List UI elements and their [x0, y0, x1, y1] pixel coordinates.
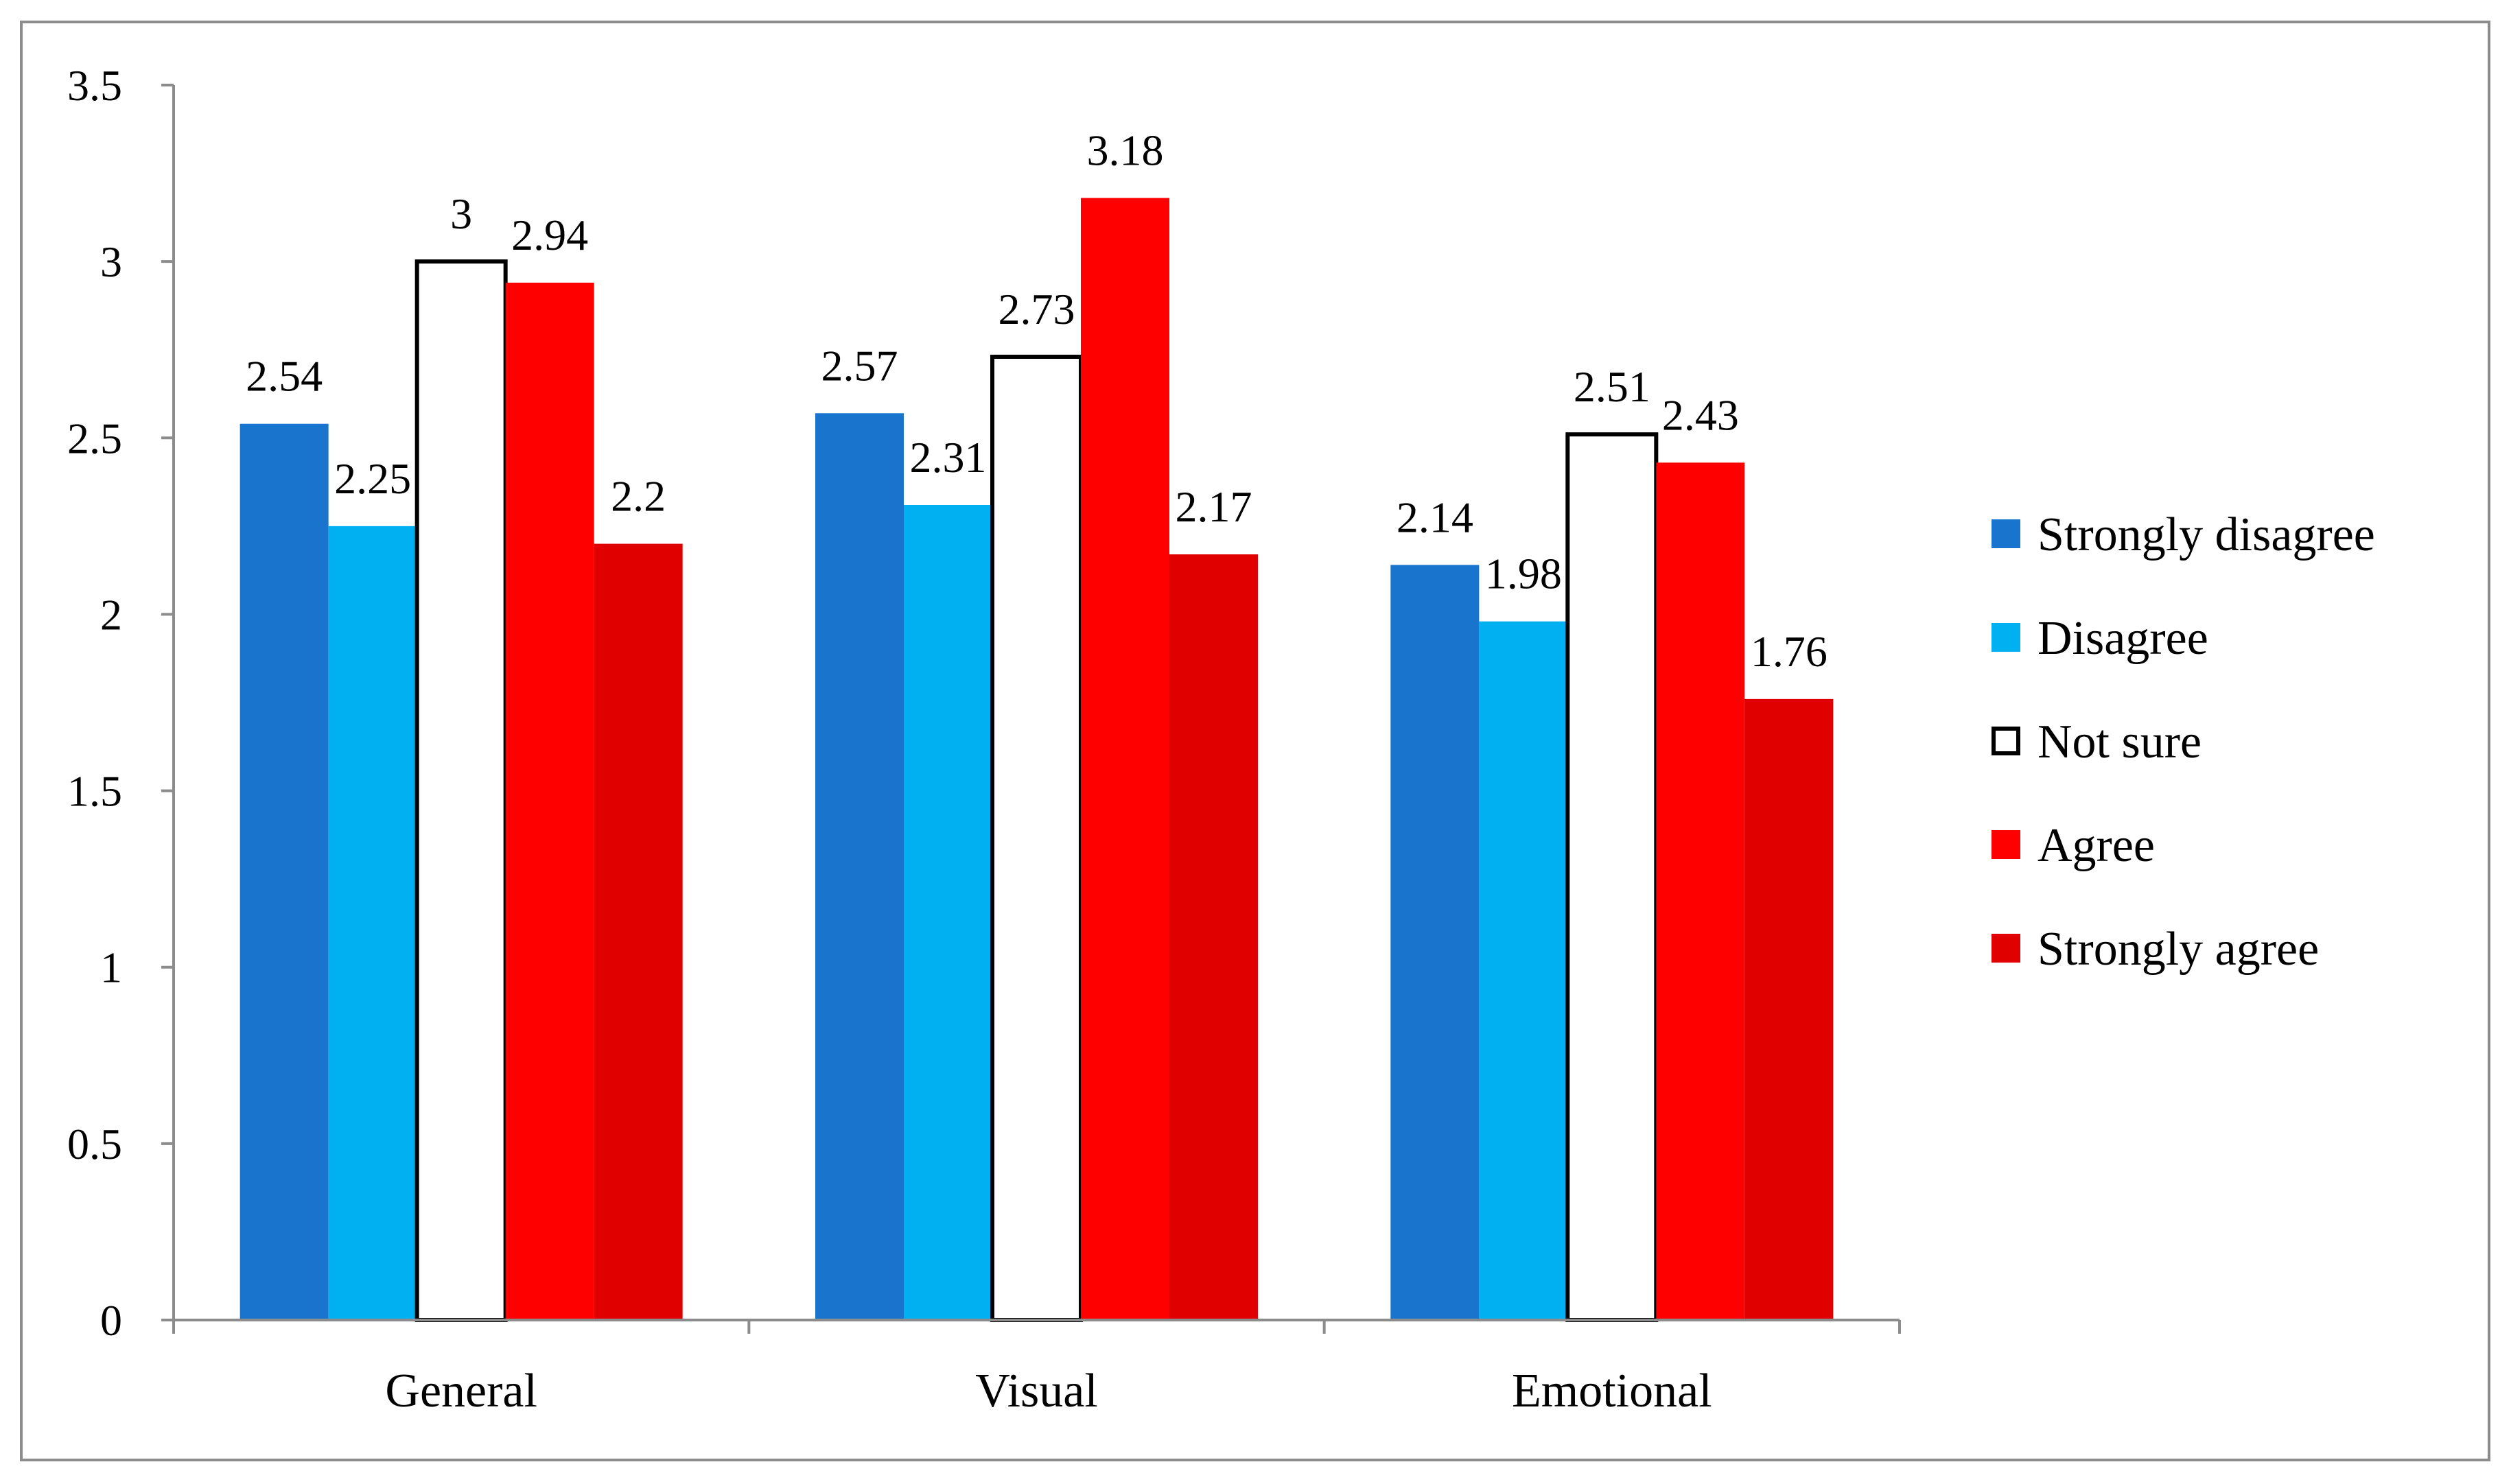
y-tick-label: 1 — [100, 943, 122, 992]
axes-group: 0 0.5 1 1.5 2 2.5 3 3.5 General Visual Emotional — [67, 61, 1901, 1417]
data-label-visual-strongly-disagree: 2.57 — [821, 341, 898, 390]
data-label-visual-strongly-agree: 2.17 — [1176, 482, 1252, 531]
legend-label-strongly-disagree: Strongly disagree — [2037, 508, 2375, 561]
y-tick-label: 2.5 — [67, 414, 122, 462]
bar-general-not-sure — [414, 259, 508, 1323]
data-label-visual-disagree: 2.31 — [910, 433, 987, 482]
data-label-general-strongly-disagree: 2.54 — [246, 352, 323, 401]
bar-general-strongly-disagree — [240, 423, 329, 1320]
bar-emotional-agree — [1656, 462, 1745, 1321]
data-label-emotional-strongly-disagree: 2.14 — [1397, 493, 1473, 541]
x-tick-label-visual: Visual — [975, 1365, 1098, 1417]
data-label-emotional-disagree: 1.98 — [1485, 550, 1562, 598]
data-label-visual-agree: 3.18 — [1087, 126, 1164, 175]
data-label-emotional-agree: 2.43 — [1662, 390, 1739, 439]
bar-general-agree — [505, 283, 594, 1320]
bar-visual-disagree — [904, 505, 992, 1320]
bar-visual-strongly-disagree — [815, 413, 904, 1321]
data-label-emotional-not-sure: 2.51 — [1574, 362, 1650, 411]
y-tick-label: 3.5 — [67, 61, 122, 110]
data-label-general-disagree: 2.25 — [334, 454, 411, 503]
data-label-general-not-sure: 3 — [450, 189, 472, 238]
bar-visual-agree — [1081, 198, 1169, 1321]
legend-swatch-strongly-agree — [1992, 934, 2020, 963]
y-tick-label: 0 — [100, 1296, 122, 1345]
legend: Strongly disagree Disagree Not sure Agree St… — [1992, 508, 2375, 976]
legend-label-agree: Agree — [2037, 819, 2155, 872]
legend-label-not-sure: Not sure — [2037, 716, 2201, 768]
legend-swatch-agree — [1992, 830, 2020, 859]
legend-label-strongly-agree: Strongly agree — [2037, 923, 2319, 976]
legend-swatch-disagree — [1992, 623, 2020, 652]
bar-emotional-strongly-disagree — [1390, 565, 1480, 1320]
x-tick-label-general: General — [385, 1365, 537, 1417]
data-labels-group: 2.54 2.57 2.14 2.25 2.31 1.98 3 2.73 2.51 2.94 3.1… — [246, 126, 1827, 676]
y-tick-label: 2 — [100, 590, 122, 639]
bar-visual-not-sure — [990, 355, 1083, 1322]
bar-general-strongly-agree — [594, 543, 683, 1320]
legend-swatch-strongly-disagree — [1992, 519, 2020, 548]
legend-label-disagree: Disagree — [2037, 612, 2208, 665]
y-tick-label: 0.5 — [67, 1120, 122, 1168]
bar-emotional-not-sure — [1565, 432, 1659, 1323]
x-tick-label-emotional: Emotional — [1512, 1365, 1712, 1417]
legend-swatch-not-sure — [1992, 727, 2020, 755]
y-tick-label: 3 — [100, 237, 122, 286]
bar-emotional-disagree — [1479, 621, 1568, 1320]
data-label-emotional-strongly-agree: 1.76 — [1751, 627, 1827, 676]
data-label-general-agree: 2.94 — [511, 211, 588, 259]
bar-general-disagree — [328, 526, 417, 1320]
data-label-general-strongly-agree: 2.2 — [611, 472, 666, 521]
data-label-visual-not-sure: 2.73 — [998, 285, 1075, 333]
bar-emotional-strongly-agree — [1744, 698, 1834, 1320]
bar-visual-strongly-agree — [1169, 554, 1258, 1320]
bars-group — [240, 198, 1834, 1323]
y-tick-label: 1.5 — [67, 767, 122, 816]
